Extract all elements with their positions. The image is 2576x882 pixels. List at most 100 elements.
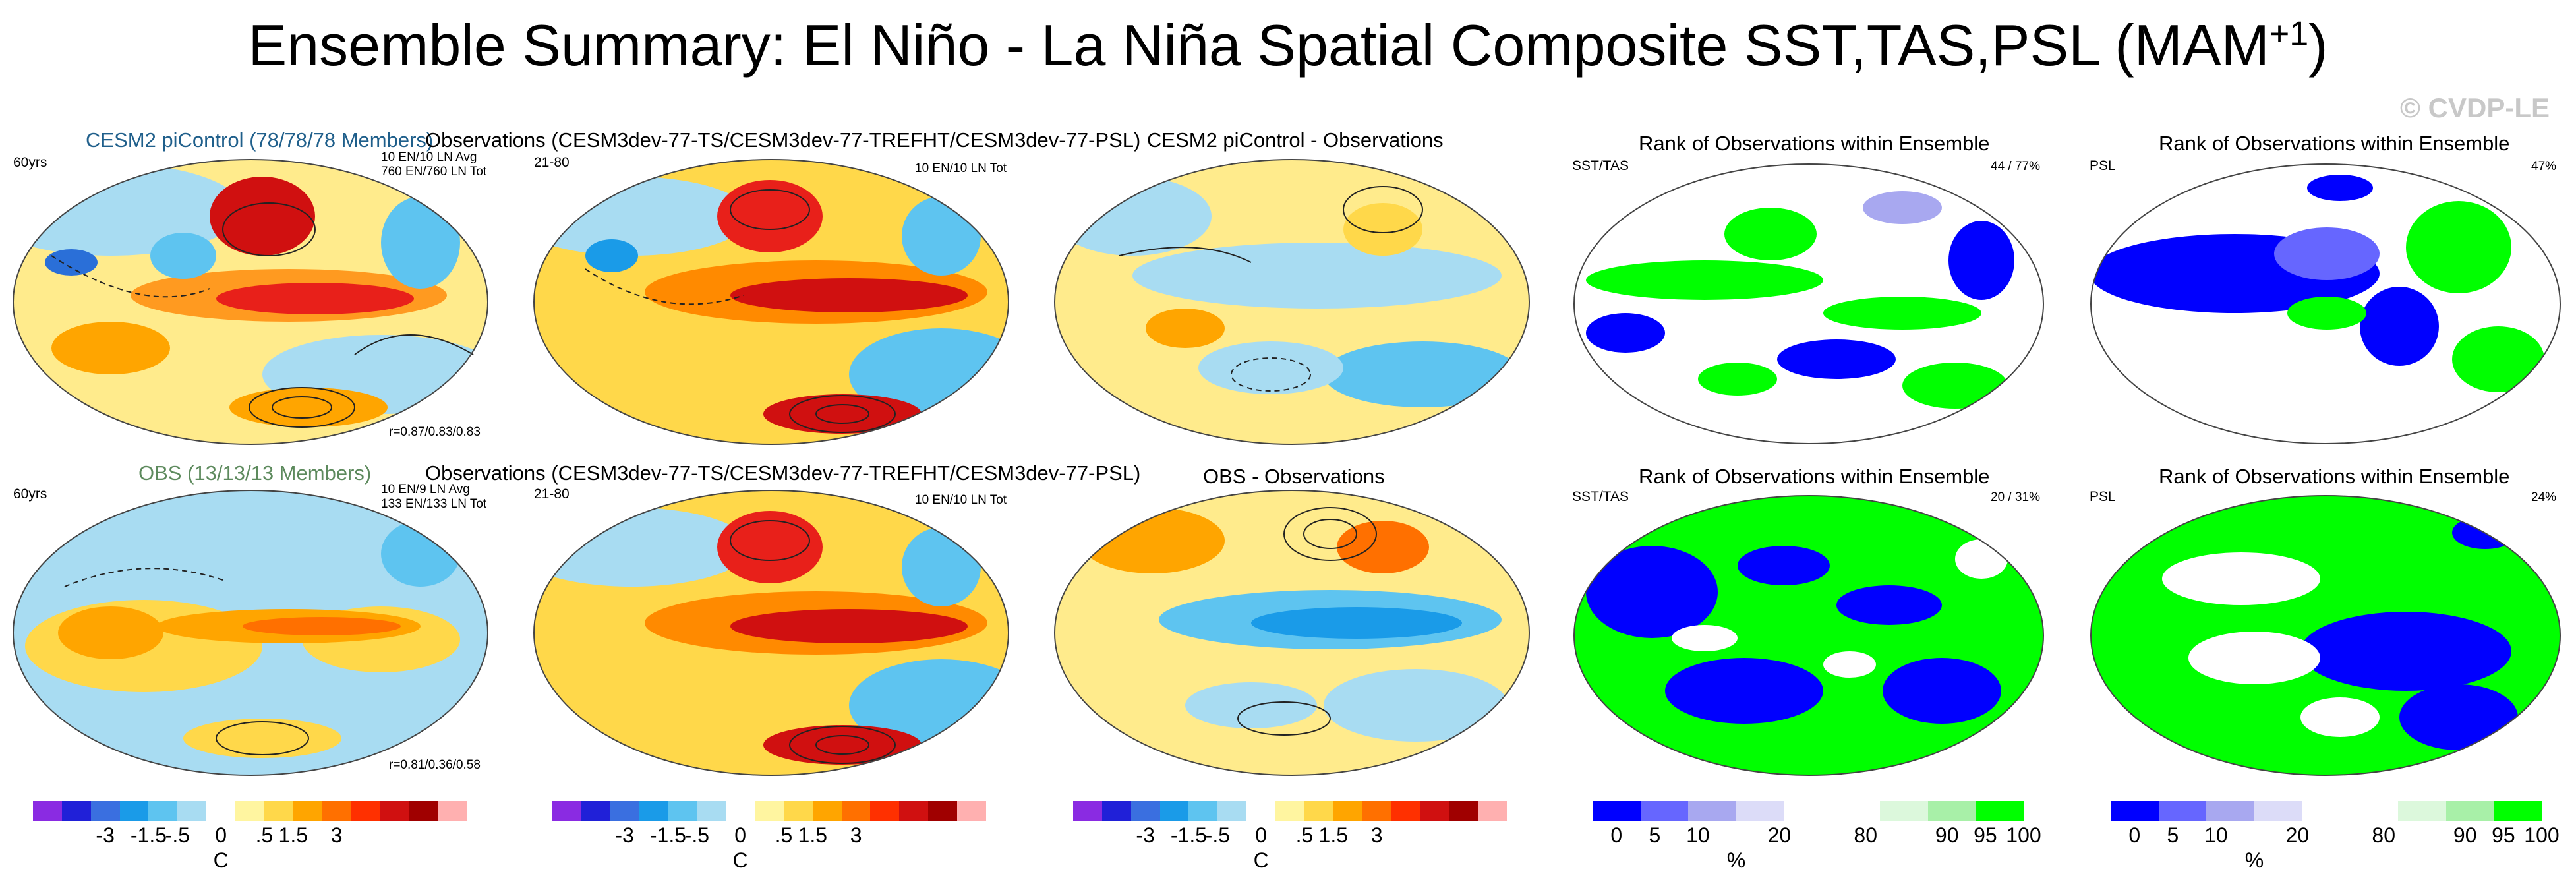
tot-label: 133 EN/133 LN Tot (381, 497, 487, 511)
correlation-label-r2: r=0.81/0.36/0.58 (389, 758, 481, 772)
panel-left-label-r2p2: 21-80 (534, 486, 570, 502)
colorbar-temp-3 (1073, 801, 1507, 821)
colorbar-swatch (755, 801, 784, 821)
colorbar-tick-label: -1.5 (1170, 823, 1208, 847)
map-r2p4 (1573, 495, 2044, 776)
colorbar-swatch (1927, 801, 1976, 821)
colorbar-tick-label: 1.5 (798, 823, 828, 847)
colorbar-unit-label: % (1726, 848, 1746, 872)
colorbar-tick-label: 20 (2285, 823, 2310, 847)
colorbar-swatch (1478, 801, 1507, 821)
colorbar-swatch (1880, 801, 1928, 821)
colorbar-swatch (1736, 801, 1784, 821)
colorbar-swatch (639, 801, 668, 821)
colorbar-swatch (668, 801, 697, 821)
colorbar-swatch (2494, 801, 2542, 821)
colorbar-swatch (1130, 801, 1160, 821)
colorbar-swatch (1449, 801, 1478, 821)
colorbar-swatch (870, 801, 900, 821)
colorbar-swatch (1275, 801, 1304, 821)
colorbar-unit-label: % (2244, 848, 2264, 872)
colorbar-tick-label: 80 (2372, 823, 2395, 847)
colorbar-swatch (581, 801, 610, 821)
panel-right-label-r2p1: 10 EN/9 LN Avg 133 EN/133 LN Tot (381, 483, 486, 512)
colorbar-tick-label: .5 (1295, 823, 1314, 847)
colorbar-swatch (119, 801, 149, 821)
panel-left-label-r1p1: 60yrs (13, 155, 47, 170)
colorbar-swatch (148, 801, 178, 821)
colorbar-tick-label: -.5 (165, 823, 190, 847)
map-r2p2 (533, 490, 1009, 776)
colorbar-swatch (1976, 801, 2024, 821)
colorbar-swatch (1101, 801, 1131, 821)
tot-label: 760 EN/760 LN Tot (381, 165, 487, 179)
colorbar-swatch (1391, 801, 1420, 821)
colorbar-tick-label: 5 (2167, 823, 2179, 847)
map-r1p2 (533, 159, 1009, 445)
page-title: Ensemble Summary: El Niño - La Niña Spat… (248, 13, 2328, 78)
panel-left-label-r2p5: PSL (2090, 489, 2116, 504)
map-r1p5 (2090, 163, 2561, 444)
colorbar-tick-label: 3 (330, 823, 343, 847)
panel-right-label-r2p5: 24% (2531, 490, 2557, 504)
panel-title-r2p3: OBS - Observations (1203, 465, 1385, 488)
colorbar-swatch (264, 801, 293, 821)
colorbar-swatch (957, 801, 986, 821)
colorbar-tick-label: -.5 (684, 823, 709, 847)
colorbar-swatch (206, 801, 236, 821)
colorbar-swatch (409, 801, 438, 821)
panel-left-label-r1p2: 21-80 (534, 155, 570, 170)
panel-title-r2p4: Rank of Observations within Ensemble (1639, 465, 1990, 488)
colorbar-swatch (783, 801, 813, 821)
colorbar-tick-label: -3 (96, 823, 115, 847)
colorbar-tick-label: 90 (2453, 823, 2477, 847)
colorbar-tick-label: 3 (850, 823, 862, 847)
colorbar-swatch (293, 801, 322, 821)
colorbar-swatch (2398, 801, 2446, 821)
colorbar-swatch (928, 801, 958, 821)
colorbar-swatch (610, 801, 639, 821)
map-r2p3 (1054, 490, 1530, 776)
colorbar-unit-label: C (213, 848, 229, 872)
colorbar-tick-label: 100 (2006, 823, 2041, 847)
colorbar-tick-label: 0 (215, 823, 227, 847)
colorbar-tick-label: -1.5 (649, 823, 687, 847)
map-r1p1 (13, 159, 488, 445)
colorbar-tick-label: 95 (1974, 823, 1997, 847)
colorbar-tick-label: -3 (615, 823, 634, 847)
colorbar-swatch (322, 801, 351, 821)
colorbar-swatch (1784, 801, 1832, 821)
panel-left-label-r1p4: SST/TAS (1572, 158, 1629, 173)
colorbar-tick-label: 80 (1854, 823, 1877, 847)
colorbar-swatch (1217, 801, 1247, 821)
colorbar-tick-label: 10 (2204, 823, 2228, 847)
colorbar-temp-2 (552, 801, 986, 821)
colorbar-swatch (61, 801, 91, 821)
colorbar-swatch (1688, 801, 1737, 821)
colorbar-swatch (177, 801, 207, 821)
colorbar-swatch (2350, 801, 2399, 821)
colorbar-swatch (90, 801, 120, 821)
panel-right-label-r2p2: 10 EN/10 LN Tot (915, 493, 1007, 507)
panel-title-r1p4: Rank of Observations within Ensemble (1639, 132, 1990, 155)
colorbar-temp-1 (33, 801, 467, 821)
map-r2p5 (2090, 495, 2561, 776)
panel-title-r1p5: Rank of Observations within Ensemble (2159, 132, 2510, 155)
colorbar-swatch (1362, 801, 1391, 821)
colorbar-swatch (1246, 801, 1276, 821)
colorbar-tick-label: .5 (255, 823, 274, 847)
map-r2p1 (13, 490, 488, 776)
colorbar-swatch (1640, 801, 1689, 821)
colorbar-swatch (2302, 801, 2351, 821)
panel-title-r2p2: Observations (CESM3dev-77-TS/CESM3dev-77… (425, 461, 1141, 485)
colorbar-swatch (1420, 801, 1449, 821)
colorbar-tick-label: 20 (1767, 823, 1792, 847)
colorbar-tick-label: 90 (1935, 823, 1959, 847)
map-r1p3 (1054, 159, 1530, 445)
panel-title-r1p3: CESM2 piControl - Observations (1147, 129, 1444, 152)
avg-label: 10 EN/10 LN Avg (381, 150, 477, 164)
colorbar-rank-1 (1593, 801, 2024, 821)
colorbar-rank-2 (2111, 801, 2542, 821)
colorbar-tick-label: -1.5 (130, 823, 167, 847)
colorbar-swatch (1333, 801, 1362, 821)
